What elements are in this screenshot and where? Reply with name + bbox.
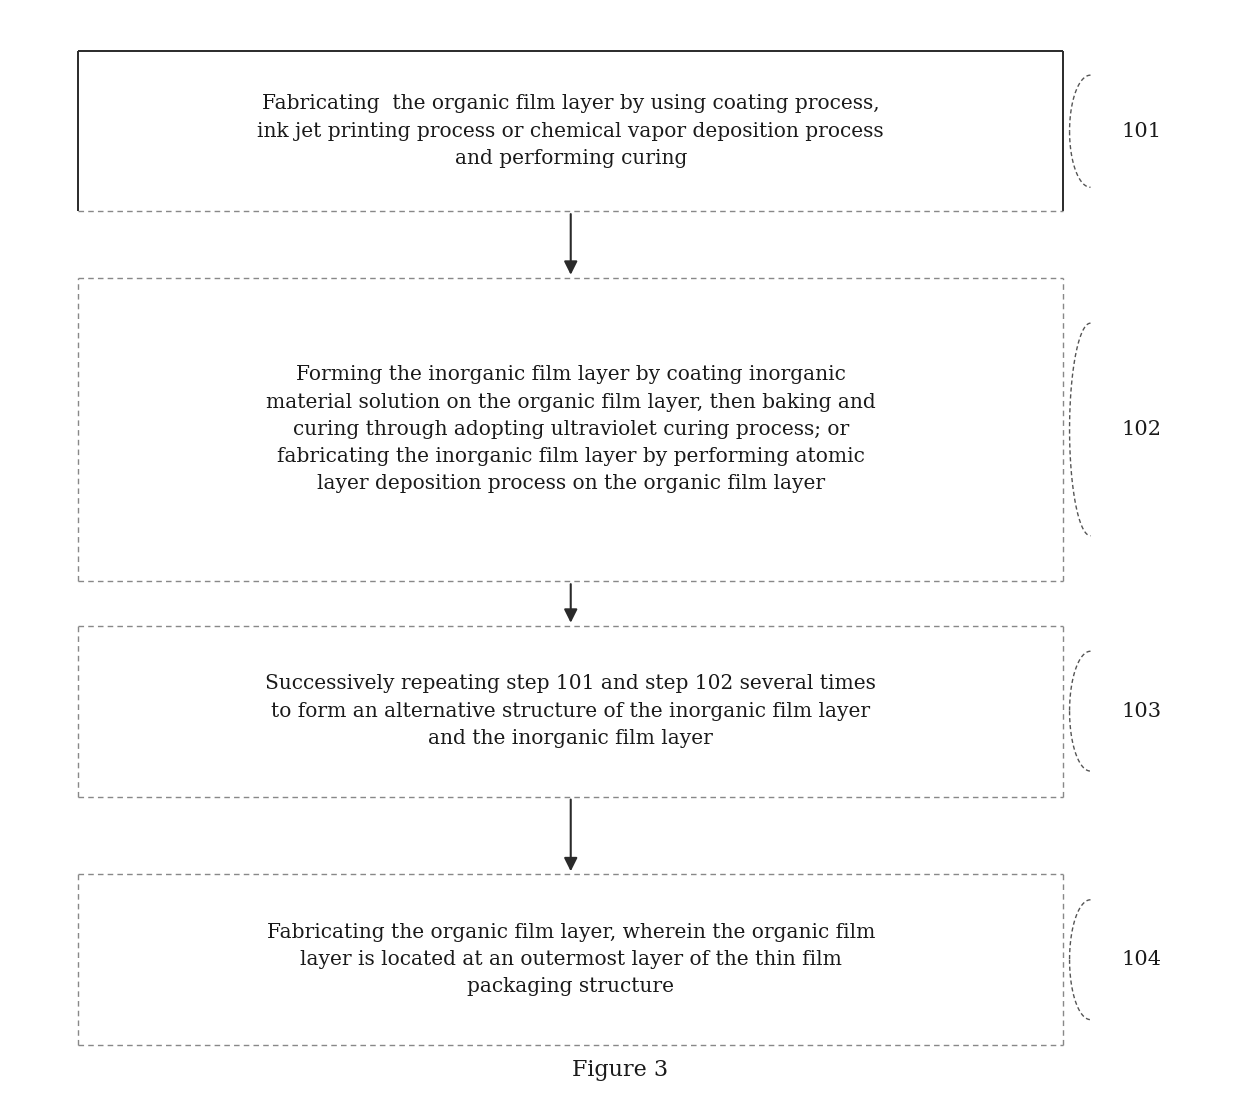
Text: Figure 3: Figure 3 bbox=[572, 1060, 668, 1081]
Text: 101: 101 bbox=[1121, 121, 1162, 140]
Text: Successively repeating step 101 and step 102 several times
to form an alternativ: Successively repeating step 101 and step… bbox=[265, 674, 877, 748]
Text: Fabricating  the organic film layer by using coating process,
ink jet printing p: Fabricating the organic film layer by us… bbox=[258, 95, 884, 168]
Text: 103: 103 bbox=[1121, 701, 1162, 720]
Text: 104: 104 bbox=[1121, 951, 1162, 969]
Text: 102: 102 bbox=[1121, 420, 1162, 439]
Text: Forming the inorganic film layer by coating inorganic
material solution on the o: Forming the inorganic film layer by coat… bbox=[265, 365, 875, 493]
Text: Fabricating the organic film layer, wherein the organic film
layer is located at: Fabricating the organic film layer, wher… bbox=[267, 923, 875, 996]
